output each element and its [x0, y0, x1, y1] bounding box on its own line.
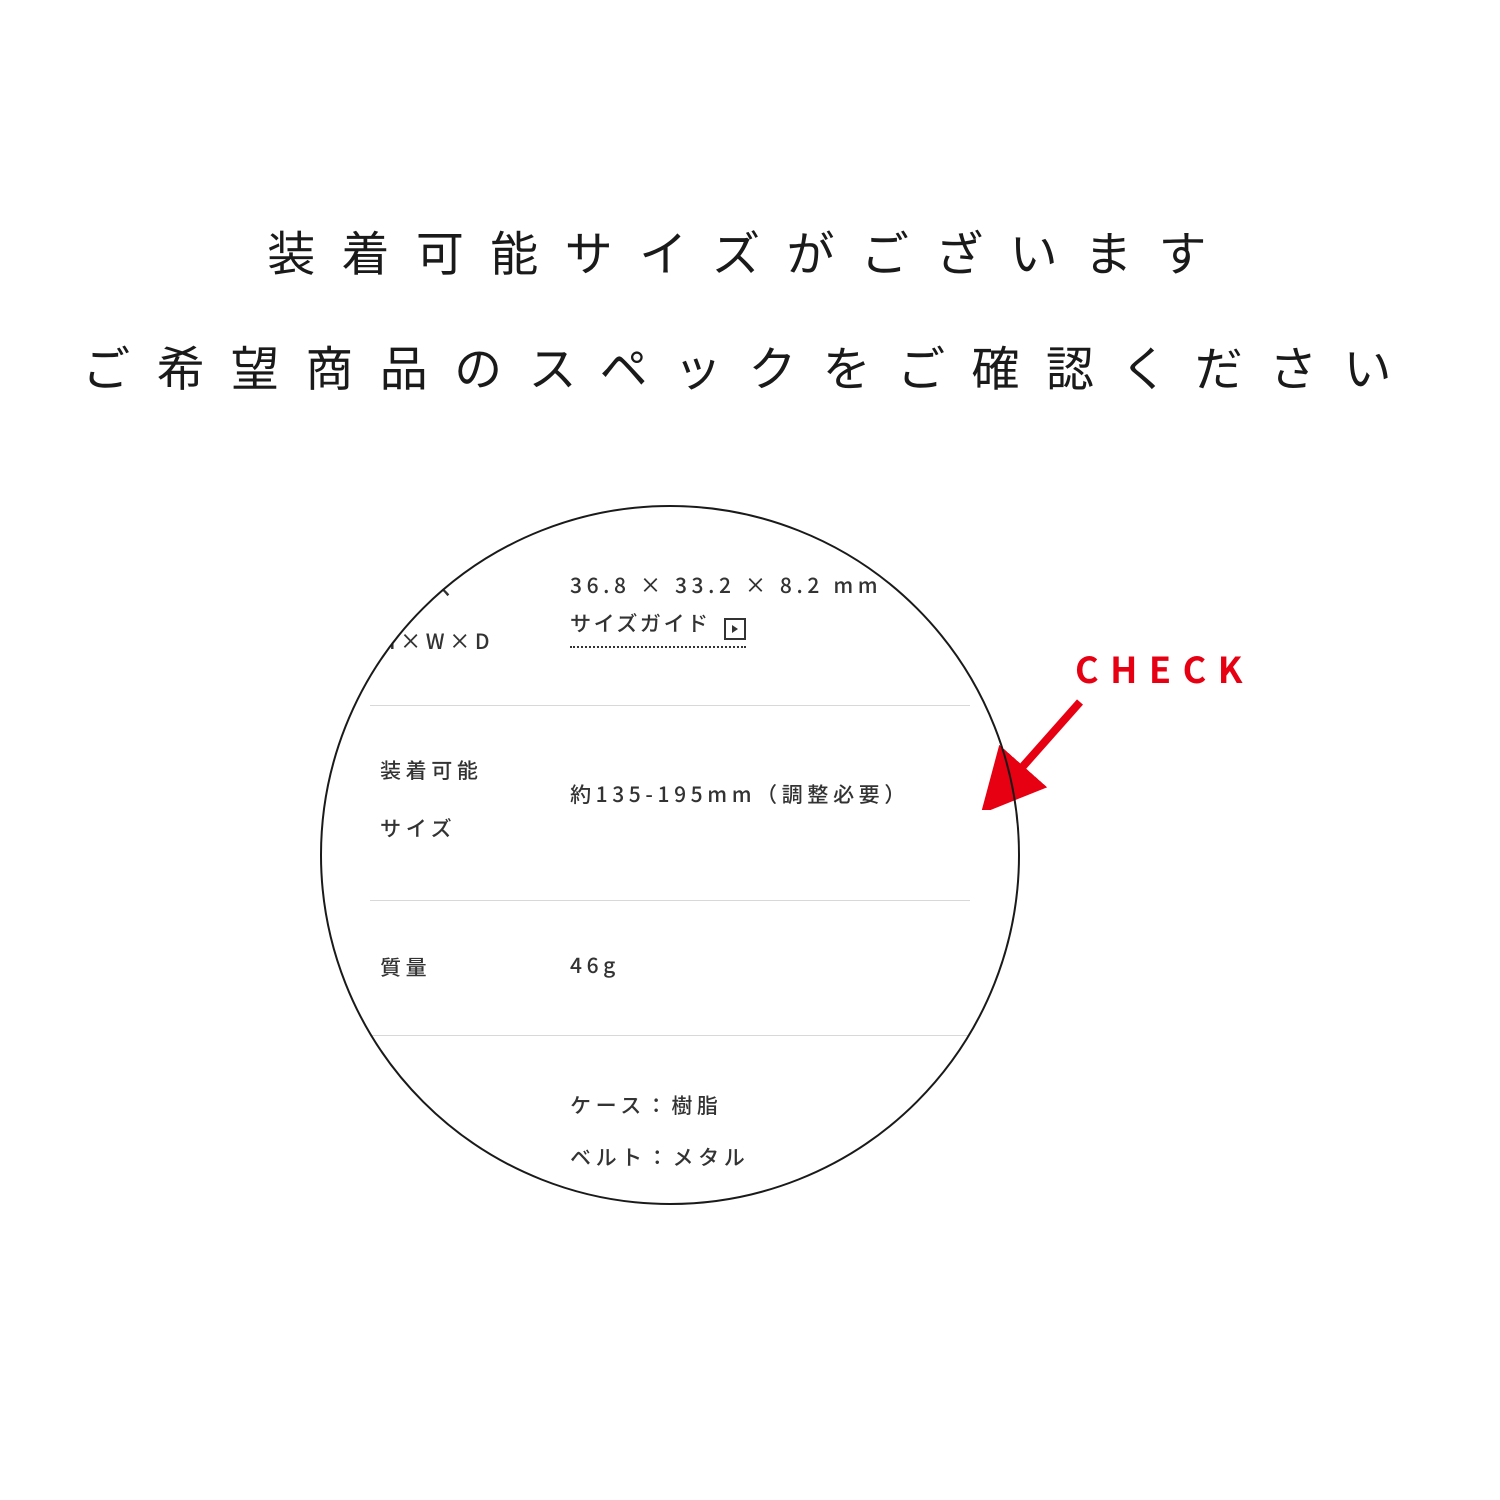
spec-wearable-label-bottom: サイズ [380, 811, 570, 847]
size-guide-link[interactable]: サイズガイド [570, 608, 746, 648]
spec-wearable-label-top: 装着可能 [380, 753, 570, 789]
play-icon [724, 618, 746, 640]
spec-material-belt: ベルト：メタル [570, 1142, 960, 1172]
spec-weight-value: 46g [570, 950, 960, 980]
spec-magnifier: サイズ H×W×D 36.8 × 33.2 × 8.2 mm サイズガイド [320, 505, 1020, 1205]
headline-line-1: 装着可能サイズがございます [0, 215, 1500, 285]
spec-row-size: サイズ H×W×D 36.8 × 33.2 × 8.2 mm サイズガイド [380, 570, 960, 659]
spec-size-label-top: サイズ [380, 570, 570, 606]
spec-wearable-value: 約135-195mm（調整必要） [570, 779, 960, 809]
spec-divider-2 [370, 900, 970, 901]
spec-size-value: 36.8 × 33.2 × 8.2 mm [570, 570, 960, 600]
headline-line-2: ご希望商品のスペックをご確認ください [0, 330, 1500, 400]
spec-weight-label: 質量 [380, 950, 570, 986]
check-label: CHECK [1075, 642, 1254, 694]
spec-row-weight: 質量 46g [380, 950, 960, 986]
spec-material-case: ケース：樹脂 [570, 1090, 960, 1120]
spec-row-wearable-size: 装着可能 サイズ 約135-195mm（調整必要） [380, 753, 960, 846]
spec-divider-3 [370, 1035, 970, 1036]
spec-divider-1 [370, 705, 970, 706]
spec-clip: サイズ H×W×D 36.8 × 33.2 × 8.2 mm サイズガイド [320, 505, 1020, 1205]
spec-size-label-bottom: H×W×D [380, 624, 570, 660]
size-guide-label: サイズガイド [570, 608, 711, 638]
spec-row-material: ケース：樹脂 ベルト：メタル [380, 1090, 960, 1172]
spec-table: サイズ H×W×D 36.8 × 33.2 × 8.2 mm サイズガイド [320, 505, 1020, 1205]
